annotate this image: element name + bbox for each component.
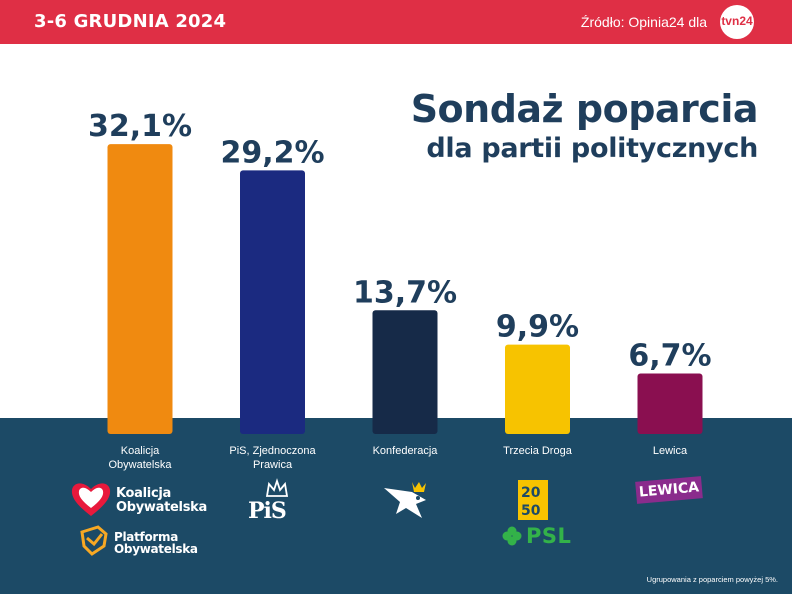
psl-logo-text: PSL: [526, 524, 572, 548]
bar-4: [505, 344, 570, 434]
source-label: Źródło: Opinia24 dla: [580, 14, 707, 30]
value-label-5: 6,7%: [628, 338, 711, 373]
trzecia-droga-logo: 20 50: [518, 480, 548, 520]
footnote: Ugrupowania z poparciem powyżej 5%.: [646, 575, 778, 584]
category-label-4: Trzecia Droga: [503, 445, 572, 457]
pis-logo: PiS: [248, 478, 298, 526]
value-label-1: 32,1%: [88, 109, 192, 144]
pis-logo-text: PiS: [248, 498, 287, 524]
po-logo-line1: Platforma: [114, 530, 179, 544]
poll-date: 3-6 GRUDNIA 2024: [34, 11, 227, 32]
chart-title: Sondaż poparcia dla partii politycznych: [410, 86, 759, 166]
svg-text:20: 20: [521, 485, 541, 501]
bar-2: [240, 170, 305, 434]
heart-icon: [71, 483, 111, 516]
value-label-2: 29,2%: [220, 135, 324, 170]
ko-logo-line1: Koalicja: [116, 486, 171, 501]
po-shield-icon: [80, 525, 108, 556]
header-bar: 3-6 GRUDNIA 2024 Źródło: Opinia24 dla tv…: [0, 0, 792, 44]
bar-1: [107, 144, 173, 434]
category-label-5: Lewica: [652, 445, 688, 457]
chart-title-line1: Sondaż poparcia: [410, 87, 759, 131]
polska-2050-icon: 20 50: [518, 480, 548, 520]
category-label-2: PiS, Zjednoczona Prawica: [229, 445, 316, 471]
konfederacja-logo: [382, 478, 430, 522]
bar-5: [637, 373, 703, 434]
lewica-logo-text: LEWICA: [638, 479, 700, 501]
crowned-eagle-icon: [384, 482, 426, 518]
bar-3: [372, 310, 438, 434]
tvn24-logo-text: tvn24: [721, 14, 753, 28]
svg-text:50: 50: [521, 503, 541, 519]
po-logo-line2: Obywatelska: [114, 542, 198, 556]
eagle-crown-icon: [265, 478, 289, 497]
clover-icon: [502, 526, 522, 546]
ko-logo-line2: Obywatelska: [116, 500, 207, 515]
bottom-band: [0, 418, 792, 594]
tvn24-logo-icon: tvn24: [720, 5, 754, 39]
chart-title-line2: dla partii politycznych: [426, 133, 758, 164]
category-label-3: Konfederacja: [372, 445, 438, 457]
value-label-4: 9,9%: [496, 310, 579, 345]
category-label-1: Koalicja Obywatelska: [108, 445, 172, 471]
value-label-3: 13,7%: [353, 275, 457, 310]
